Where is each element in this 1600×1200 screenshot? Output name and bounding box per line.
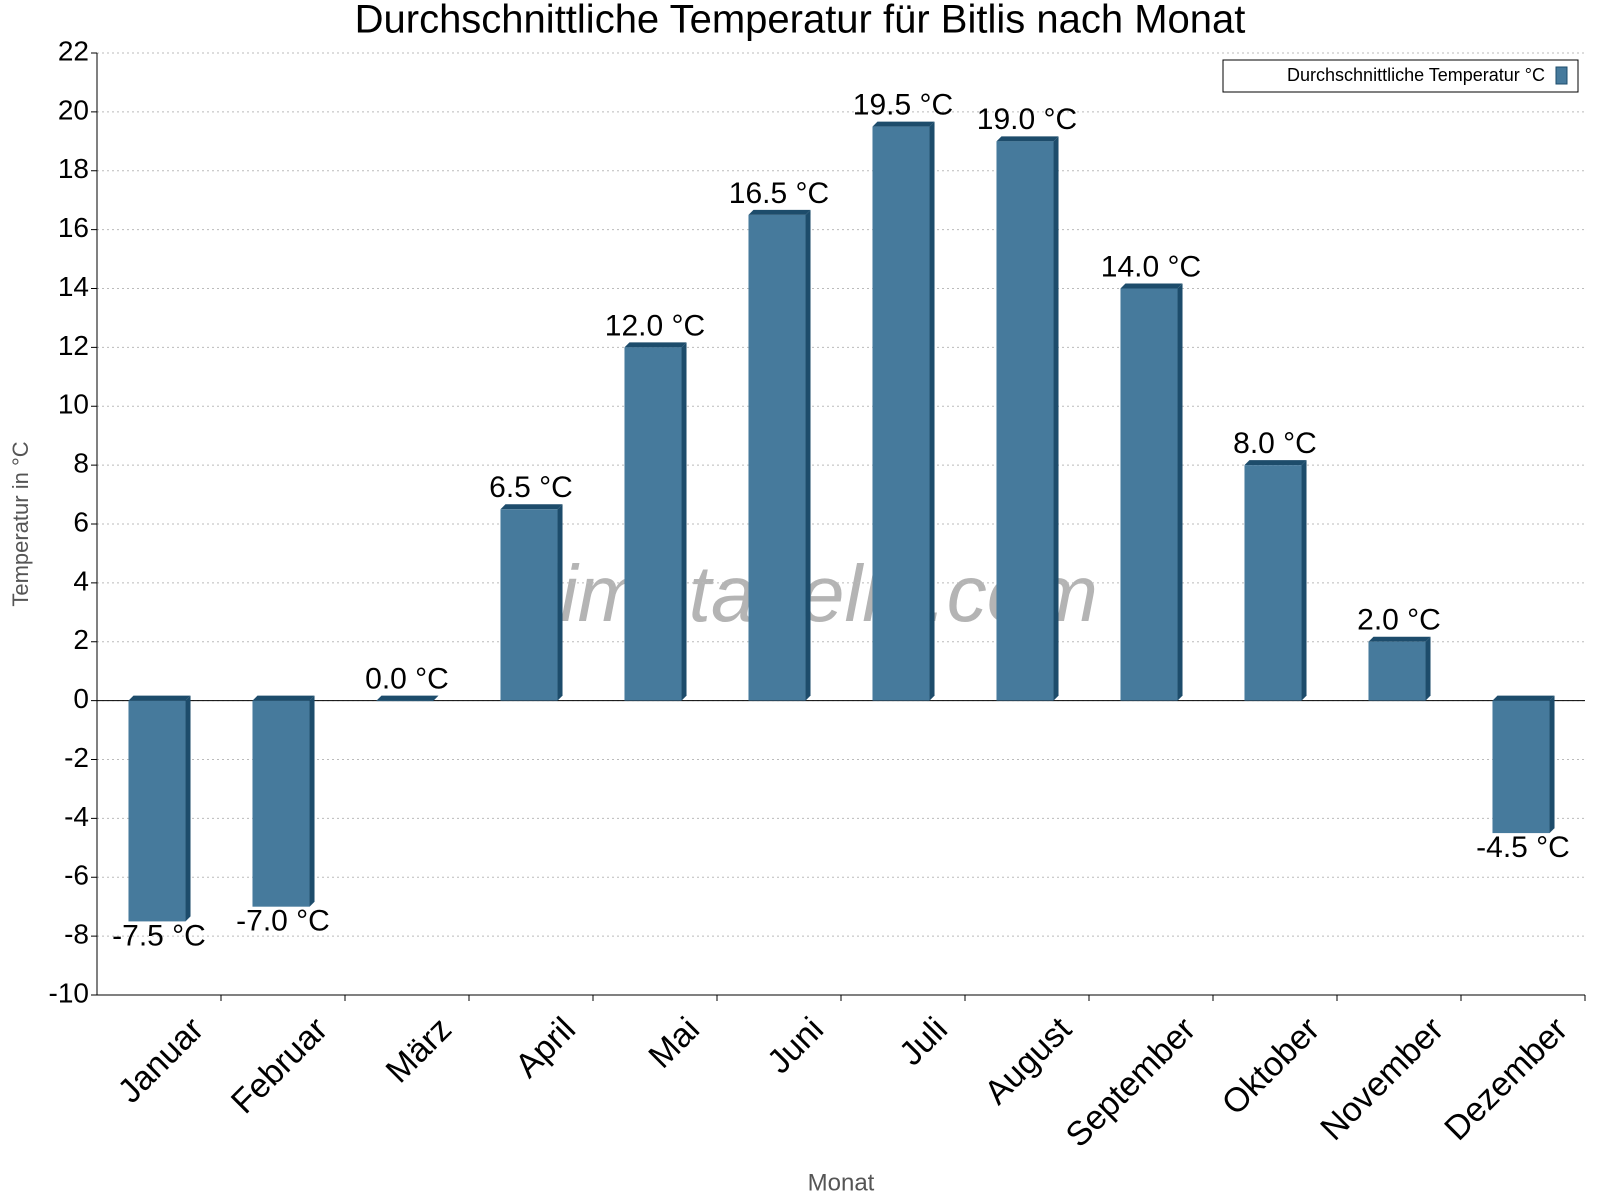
value-label: 19.5 °C xyxy=(853,89,953,122)
bar xyxy=(872,126,930,701)
y-tick-label: -10 xyxy=(49,977,89,1008)
value-label: -4.5 °C xyxy=(1476,831,1570,864)
bar-side xyxy=(805,209,811,701)
y-tick-label: 6 xyxy=(73,506,89,537)
bar xyxy=(128,700,186,922)
bar-top xyxy=(252,695,315,701)
y-axis-label: Temperatur in °C xyxy=(8,441,33,606)
bar-side xyxy=(185,695,191,922)
y-tick-label: -4 xyxy=(64,801,89,832)
x-tick-label: Juni xyxy=(760,1010,831,1081)
value-label: 8.0 °C xyxy=(1233,427,1317,460)
y-tick-label: 18 xyxy=(58,153,89,184)
x-tick-label: Februar xyxy=(224,1010,335,1121)
bar xyxy=(1244,465,1302,701)
y-tick-label: 10 xyxy=(58,389,89,420)
bar-side xyxy=(1549,695,1555,834)
value-label: 0.0 °C xyxy=(365,663,449,696)
bar-top xyxy=(748,209,811,215)
bar-top xyxy=(872,121,935,127)
bar xyxy=(996,141,1054,701)
value-label: 6.5 °C xyxy=(489,471,573,504)
value-label: 19.0 °C xyxy=(977,103,1077,136)
bar-side xyxy=(557,504,563,701)
x-tick-label: September xyxy=(1059,1010,1203,1154)
x-tick-label: Juli xyxy=(892,1010,955,1073)
x-tick-label: Dezember xyxy=(1437,1010,1575,1148)
y-tick-label: 22 xyxy=(58,35,89,66)
x-tick-label: Mai xyxy=(641,1010,707,1076)
y-tick-label: -2 xyxy=(64,742,89,773)
y-tick-label: -8 xyxy=(64,919,89,950)
bar-top xyxy=(500,504,563,510)
x-tick-label: März xyxy=(379,1010,459,1090)
x-axis-label: Monat xyxy=(808,1169,875,1196)
x-tick-label: November xyxy=(1313,1010,1451,1148)
bar-top xyxy=(1244,460,1307,466)
y-tick-label: 0 xyxy=(73,683,89,714)
bar-top xyxy=(128,695,191,701)
bar-top xyxy=(1492,695,1555,701)
bar-top xyxy=(1120,283,1183,289)
x-tick-label: April xyxy=(508,1010,583,1085)
bar xyxy=(1492,700,1550,834)
value-label: 2.0 °C xyxy=(1357,604,1441,637)
x-tick-label: August xyxy=(977,1010,1079,1112)
bar-side xyxy=(1301,460,1307,701)
bar-top xyxy=(996,136,1059,142)
bar xyxy=(500,509,558,701)
bar xyxy=(624,347,682,701)
y-tick-label: 2 xyxy=(73,624,89,655)
y-tick-label: 8 xyxy=(73,448,89,479)
legend-label: Durchschnittliche Temperatur °C xyxy=(1287,65,1545,85)
chart-title: Durchschnittliche Temperatur für Bitlis … xyxy=(355,0,1246,42)
bar-side xyxy=(681,342,687,701)
bar xyxy=(1368,641,1426,701)
bar-top xyxy=(376,695,439,701)
value-label: 16.5 °C xyxy=(729,177,829,210)
legend-box xyxy=(1222,59,1579,93)
bar-side xyxy=(1425,636,1431,701)
bar-top xyxy=(624,342,687,348)
bar-side xyxy=(929,121,935,701)
x-tick-label: Januar xyxy=(111,1010,211,1110)
value-label: -7.0 °C xyxy=(236,905,330,938)
y-tick-label: 14 xyxy=(58,271,89,302)
value-label: -7.5 °C xyxy=(112,919,206,952)
y-tick-label: 12 xyxy=(58,330,89,361)
y-tick-label: 4 xyxy=(73,565,89,596)
bar xyxy=(748,214,806,701)
bar xyxy=(252,700,310,907)
value-label: 14.0 °C xyxy=(1101,250,1201,283)
bar xyxy=(1120,288,1178,701)
bar xyxy=(376,700,434,702)
bar-side xyxy=(309,695,315,907)
y-tick-label: -6 xyxy=(64,860,89,891)
y-tick-label: 16 xyxy=(58,212,89,243)
bar-side xyxy=(1177,283,1183,701)
value-label: 12.0 °C xyxy=(605,309,705,342)
y-tick-label: 20 xyxy=(58,94,89,125)
legend-swatch xyxy=(1555,66,1568,85)
bar-side xyxy=(1053,136,1059,701)
bar-top xyxy=(1368,636,1431,642)
x-tick-label: Oktober xyxy=(1215,1010,1327,1122)
